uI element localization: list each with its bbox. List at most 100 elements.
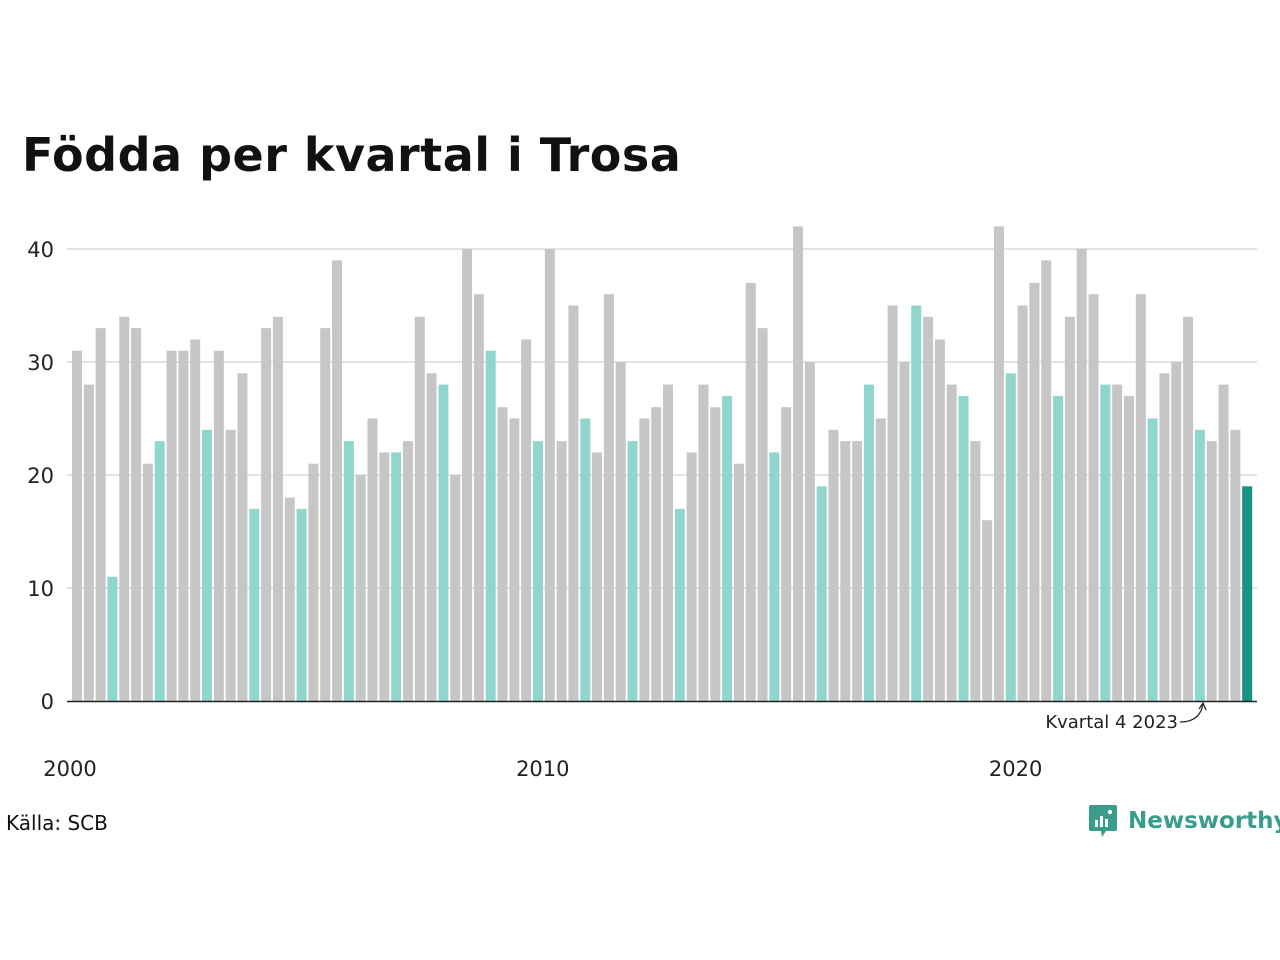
annotation-arrow (1179, 703, 1204, 723)
bar (237, 373, 248, 701)
annotation-label: Kvartal 4 2023 (1045, 712, 1178, 733)
bar (911, 305, 922, 701)
y-tick-label: 30 (27, 351, 54, 375)
bar (202, 429, 213, 701)
x-tick-labels: 2000 2010 2020 (43, 757, 1042, 781)
bar (414, 316, 425, 701)
newsworthy-logo-icon (1089, 805, 1117, 837)
bar (119, 316, 130, 701)
bar (296, 508, 307, 701)
bar (83, 384, 94, 701)
bar (1100, 384, 1111, 701)
bar (521, 339, 532, 701)
bar (402, 441, 413, 701)
x-tick-label: 2000 (43, 757, 96, 781)
bar (1112, 384, 1123, 701)
bar (556, 441, 567, 701)
bar (1005, 373, 1016, 701)
bar-latest (1242, 486, 1253, 701)
bar (462, 249, 473, 701)
bar (438, 384, 449, 701)
bar (544, 249, 555, 701)
bar (391, 452, 402, 701)
bar (1041, 260, 1052, 701)
bar (934, 339, 945, 701)
bar (131, 328, 142, 701)
bar (651, 407, 662, 701)
chart-title: Födda per kvartal i Trosa (22, 128, 682, 182)
y-tick-labels: 0 10 20 30 40 (27, 238, 54, 714)
bar (1123, 395, 1134, 701)
bar (733, 463, 744, 701)
bar (923, 316, 934, 701)
bar (592, 452, 603, 701)
bar (757, 328, 768, 701)
bar (1064, 316, 1075, 701)
bar (284, 497, 295, 701)
bar (781, 407, 792, 701)
bar (828, 429, 839, 701)
bar (1053, 395, 1064, 701)
bar (946, 384, 957, 701)
bar (154, 441, 165, 701)
bar (804, 362, 815, 701)
bar (249, 508, 260, 701)
bar (142, 463, 153, 701)
bar (367, 418, 378, 701)
bar (674, 508, 685, 701)
bar (261, 328, 272, 701)
bar (745, 282, 756, 701)
bar (816, 486, 827, 701)
bar (1017, 305, 1028, 701)
y-tick-label: 10 (27, 577, 54, 601)
bar (1230, 429, 1241, 701)
bar (178, 350, 189, 701)
bar (958, 395, 969, 701)
annotation-arrowhead (1198, 701, 1207, 711)
source-label: Källa: SCB (6, 811, 108, 835)
bar (532, 441, 543, 701)
bar (793, 226, 804, 701)
bar (568, 305, 579, 701)
bar (710, 407, 721, 701)
bar (663, 384, 673, 701)
bar (72, 350, 82, 701)
bar (1194, 429, 1205, 701)
bar (1088, 294, 1099, 701)
bar (686, 452, 697, 701)
bar (982, 520, 993, 701)
bar (213, 350, 224, 701)
bar (426, 373, 437, 701)
bar (332, 260, 343, 701)
bar (1135, 294, 1146, 701)
bar (899, 362, 910, 701)
bar (95, 328, 106, 701)
bar (1171, 362, 1182, 701)
bar (308, 463, 319, 701)
bars (72, 226, 1253, 701)
bar (722, 395, 733, 701)
bar (852, 441, 863, 701)
bar (355, 475, 366, 701)
bar (450, 475, 461, 701)
bar (887, 305, 898, 701)
bar (627, 441, 638, 701)
bar (343, 441, 354, 701)
bar (272, 316, 283, 701)
bar (970, 441, 981, 701)
bar (473, 294, 484, 701)
bar (190, 339, 201, 701)
bar (497, 407, 508, 701)
bar (993, 226, 1004, 701)
bar (1147, 418, 1158, 701)
bar (485, 350, 496, 701)
y-tick-label: 0 (41, 690, 54, 714)
bar (1183, 316, 1194, 701)
bar (615, 362, 626, 701)
y-tick-label: 20 (27, 464, 54, 488)
y-tick-label: 40 (27, 238, 54, 262)
annotation: Kvartal 4 2023 (1045, 701, 1207, 733)
bar (1076, 249, 1087, 701)
bar (1206, 441, 1217, 701)
